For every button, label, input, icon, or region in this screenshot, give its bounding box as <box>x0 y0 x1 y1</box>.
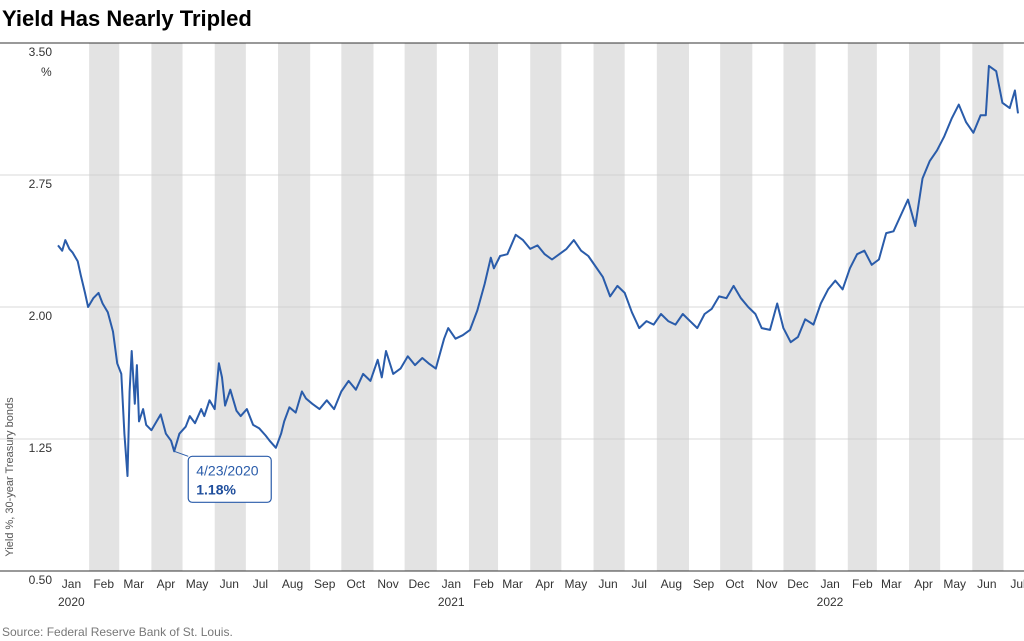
chart-title: Yield Has Nearly Tripled <box>2 6 252 31</box>
x-axis-month-labels: Jan Feb Mar Apr May Jun Jul Aug Sep Oct Nov Dec Jan F… <box>62 577 1024 591</box>
x-tick-label: Aug <box>661 577 682 591</box>
x-tick-label: May <box>943 577 966 591</box>
x-tick-label: May <box>565 577 588 591</box>
x-tick-label: Jan <box>442 577 461 591</box>
annotation-leader <box>174 450 189 457</box>
y-tick-label: 0.50 <box>29 573 53 587</box>
y-tick-label: 3.50 <box>29 45 53 59</box>
x-tick-label: Jun <box>977 577 996 591</box>
y-unit-label: % <box>41 65 52 79</box>
yield-series-line <box>57 64 1019 477</box>
x-tick-label: Feb <box>473 577 494 591</box>
x-tick-label: Jun <box>220 577 239 591</box>
x-tick-label: Sep <box>314 577 336 591</box>
x-tick-label: Jul <box>632 577 647 591</box>
y-axis-ticks: 3.50 2.75 2.00 1.25 0.50 <box>29 45 53 587</box>
x-tick-label: Apr <box>535 577 554 591</box>
x-tick-label: Nov <box>377 577 398 591</box>
low-point-annotation: 4/23/2020 1.18% <box>174 450 272 503</box>
x-tick-label: Jan <box>820 577 839 591</box>
x-tick-label: Jul <box>1010 577 1024 591</box>
annotation-date: 4/23/2020 <box>196 462 258 478</box>
x-tick-label: Jan <box>62 577 81 591</box>
annotation-value: 1.18% <box>196 481 236 497</box>
y-tick-label: 1.25 <box>29 441 53 455</box>
y-tick-label: 2.00 <box>29 309 53 323</box>
x-tick-label: Feb <box>852 577 873 591</box>
y-axis-label: Yield %, 30-year Treasury bonds <box>4 397 16 557</box>
x-tick-label: Oct <box>725 577 744 591</box>
x-tick-label: Jul <box>253 577 268 591</box>
x-axis-year-labels: 2020 2021 2022 <box>58 595 844 609</box>
x-tick-label: Aug <box>282 577 303 591</box>
x-year-label: 2020 <box>58 595 85 609</box>
x-year-label: 2022 <box>817 595 844 609</box>
x-tick-label: Dec <box>787 577 808 591</box>
gridlines <box>0 42 1024 572</box>
x-tick-label: Feb <box>93 577 114 591</box>
x-tick-label: Apr <box>914 577 933 591</box>
x-tick-label: Apr <box>157 577 176 591</box>
annotation-box <box>187 455 272 503</box>
x-tick-label: Sep <box>693 577 715 591</box>
x-tick-label: Mar <box>123 577 144 591</box>
x-year-label: 2021 <box>438 595 465 609</box>
x-tick-label: May <box>186 577 209 591</box>
x-tick-label: Oct <box>347 577 366 591</box>
x-tick-label: Jun <box>598 577 617 591</box>
x-tick-label: Nov <box>756 577 777 591</box>
x-tick-label: Dec <box>408 577 429 591</box>
source-note: Source: Federal Reserve Bank of St. Loui… <box>2 625 233 639</box>
y-tick-label: 2.75 <box>29 177 53 191</box>
x-tick-label: Mar <box>502 577 523 591</box>
x-tick-label: Mar <box>881 577 902 591</box>
